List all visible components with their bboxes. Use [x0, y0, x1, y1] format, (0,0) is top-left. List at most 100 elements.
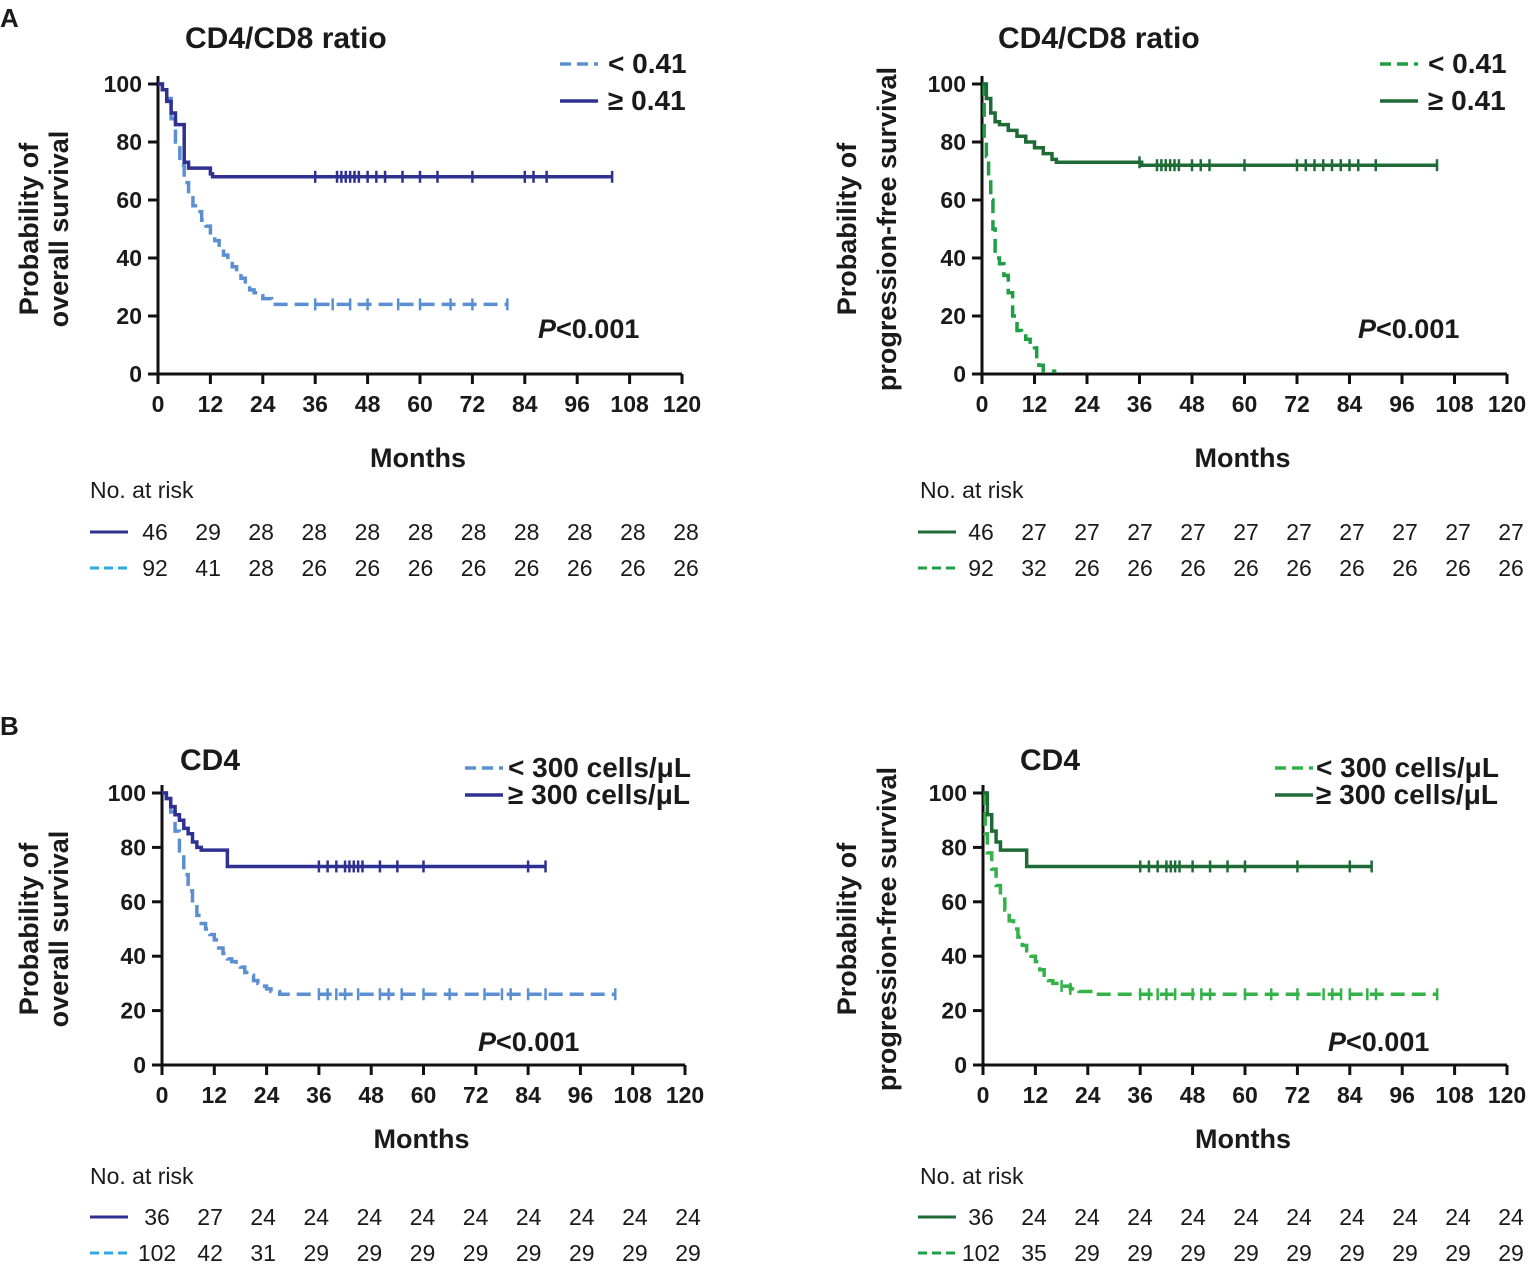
- risk-count: 29: [1233, 1240, 1259, 1265]
- risk-count: 29: [1180, 1240, 1206, 1265]
- risk-count: 29: [410, 1240, 436, 1265]
- risk-count: 29: [1127, 1240, 1153, 1265]
- risk-count: 28: [461, 519, 487, 545]
- risk-count: 26: [620, 555, 646, 581]
- x-tick-label: 108: [610, 391, 649, 417]
- risk-count: 29: [463, 1240, 489, 1265]
- risk-count: 29: [1498, 1240, 1524, 1265]
- risk-count: 24: [1180, 1204, 1206, 1230]
- x-axis-title: Months: [374, 1124, 470, 1154]
- legend-label: < 0.41: [608, 48, 687, 79]
- y-axis-title: progression-free survival: [872, 67, 902, 391]
- x-tick-label: 84: [1337, 391, 1363, 417]
- risk-count: 24: [1286, 1204, 1312, 1230]
- p-value-label: P<0.001: [1328, 1027, 1429, 1057]
- risk-count: 24: [250, 1204, 276, 1230]
- x-tick-label: 96: [568, 1082, 594, 1108]
- x-tick-label: 24: [1075, 1082, 1101, 1108]
- risk-count: 36: [144, 1204, 170, 1230]
- series-curve-low: [158, 82, 508, 307]
- series-curve-low: [983, 791, 1438, 997]
- series-curve-low: [982, 82, 1057, 373]
- y-tick-label: 60: [941, 889, 967, 915]
- risk-count: 24: [1074, 1204, 1100, 1230]
- y-tick-label: 80: [940, 129, 966, 155]
- risk-count: 102: [962, 1240, 1000, 1265]
- y-tick-label: 20: [941, 998, 967, 1024]
- legend-label: ≥ 300 cells/μL: [508, 779, 690, 810]
- y-tick-label: 100: [928, 71, 966, 97]
- risk-count: 29: [1074, 1240, 1100, 1265]
- risk-table-title: No. at risk: [90, 477, 194, 503]
- legend-label: ≥ 0.41: [1428, 85, 1506, 116]
- risk-count: 29: [195, 519, 221, 545]
- risk-count: 24: [1498, 1204, 1524, 1230]
- x-tick-label: 72: [460, 391, 486, 417]
- y-tick-label: 80: [116, 129, 142, 155]
- x-tick-label: 24: [1074, 391, 1100, 417]
- p-value-label: P<0.001: [1358, 314, 1459, 344]
- x-tick-label: 48: [358, 1082, 384, 1108]
- x-tick-label: 120: [1488, 391, 1526, 417]
- y-tick-label: 80: [120, 834, 146, 860]
- risk-count: 27: [1498, 519, 1524, 545]
- risk-count: 29: [516, 1240, 542, 1265]
- y-axis-title: Probability of: [14, 142, 44, 316]
- risk-count: 28: [514, 519, 540, 545]
- legend-label: < 0.41: [1428, 48, 1507, 79]
- x-tick-label: 48: [1180, 1082, 1206, 1108]
- x-tick-label: 108: [1435, 391, 1474, 417]
- x-tick-label: 96: [564, 391, 590, 417]
- risk-count: 31: [250, 1240, 276, 1265]
- risk-count: 26: [1127, 555, 1153, 581]
- x-tick-label: 84: [1337, 1082, 1363, 1108]
- risk-count: 29: [1286, 1240, 1312, 1265]
- risk-count: 46: [142, 519, 168, 545]
- risk-count: 24: [1445, 1204, 1471, 1230]
- risk-count: 28: [355, 519, 381, 545]
- risk-count: 27: [1021, 519, 1047, 545]
- risk-count: 28: [302, 519, 328, 545]
- risk-count: 26: [1074, 555, 1100, 581]
- risk-count: 26: [1180, 555, 1206, 581]
- x-tick-label: 84: [515, 1082, 541, 1108]
- risk-count: 28: [248, 555, 274, 581]
- risk-count: 24: [516, 1204, 542, 1230]
- chart-4: CD4 0 20 40 60 80 100 0 12 24 36 48 60 72 84 96 108 120 Mo…: [832, 744, 1526, 1265]
- y-tick-label: 0: [133, 1052, 146, 1078]
- risk-count: 92: [968, 555, 994, 581]
- risk-count: 29: [1392, 1240, 1418, 1265]
- risk-count: 24: [1127, 1204, 1153, 1230]
- risk-count: 26: [673, 555, 699, 581]
- x-tick-label: 72: [463, 1082, 489, 1108]
- risk-count: 26: [302, 555, 328, 581]
- panel-label-a: A: [0, 3, 19, 33]
- chart-title: CD4/CD8 ratio: [185, 22, 387, 55]
- risk-count: 26: [1445, 555, 1471, 581]
- risk-count: 27: [1074, 519, 1100, 545]
- x-tick-label: 108: [614, 1082, 653, 1108]
- risk-count: 24: [1233, 1204, 1259, 1230]
- y-tick-label: 20: [120, 998, 146, 1024]
- risk-count: 26: [408, 555, 434, 581]
- x-tick-label: 48: [355, 391, 381, 417]
- x-tick-label: 0: [156, 1082, 169, 1108]
- x-axis-title: Months: [1195, 443, 1291, 473]
- series-curve-low: [162, 791, 616, 997]
- risk-count: 28: [567, 519, 593, 545]
- legend-label: < 300 cells/μL: [1316, 752, 1499, 783]
- risk-count: 24: [1021, 1204, 1047, 1230]
- charts-layer: CD4/CD8 ratio 0 20 40 60 80 100 0 12 24 36 48 60 72 84…: [14, 22, 1526, 1265]
- x-tick-label: 96: [1389, 1082, 1415, 1108]
- x-tick-label: 36: [1127, 1082, 1153, 1108]
- risk-count: 28: [673, 519, 699, 545]
- y-tick-label: 0: [129, 361, 142, 387]
- x-tick-label: 12: [1023, 1082, 1049, 1108]
- chart-2: CD4/CD8 ratio 0 20 40 60 80 100 0 12 24 36 48 60 72 84…: [832, 22, 1526, 581]
- risk-count: 26: [461, 555, 487, 581]
- series-curve-high: [983, 791, 1372, 869]
- risk-count: 46: [968, 519, 994, 545]
- y-tick-label: 100: [108, 780, 146, 806]
- risk-count: 29: [1445, 1240, 1471, 1265]
- risk-count: 27: [1286, 519, 1312, 545]
